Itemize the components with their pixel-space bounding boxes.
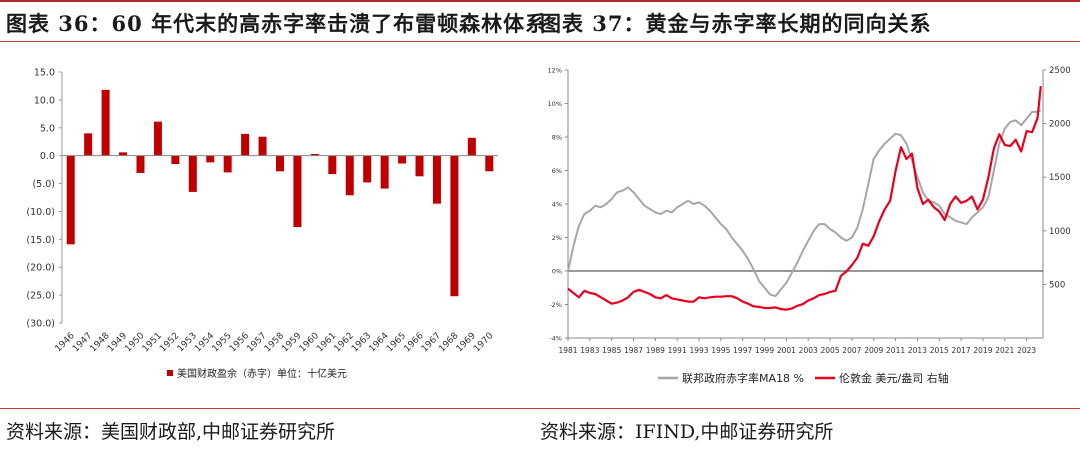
y-tick-label: (20.0) bbox=[26, 263, 55, 274]
bar bbox=[363, 155, 372, 183]
left-tick-label: 4% bbox=[552, 201, 562, 209]
bar-chart: 15.0 10.0 5.0 0.0 (5.0) (10.0) (15.0) (20.0) (25… bbox=[26, 68, 498, 380]
y-tick-label: (15.0) bbox=[26, 235, 55, 246]
x-tick-label: 2015 bbox=[930, 346, 949, 355]
x-tick-label: 1989 bbox=[646, 346, 665, 355]
bar bbox=[328, 155, 337, 175]
top-rule bbox=[0, 0, 1080, 2]
x-tick-label: 2019 bbox=[973, 346, 992, 355]
bar bbox=[380, 155, 389, 189]
left-tick-label: -4% bbox=[549, 335, 562, 343]
y-tick-label: 10.0 bbox=[34, 95, 55, 106]
x-tick-label: 2021 bbox=[995, 346, 1014, 355]
bar bbox=[241, 133, 250, 156]
bar bbox=[84, 133, 93, 156]
x-tick-label: 2003 bbox=[799, 346, 818, 355]
right-tick-label: 1000 bbox=[1049, 227, 1071, 237]
left-tick-label: 2% bbox=[552, 234, 562, 242]
left-tick-label: 12% bbox=[548, 67, 562, 75]
x-tick-label: 1995 bbox=[711, 346, 730, 355]
bar bbox=[415, 155, 424, 177]
x-tick-label: 2017 bbox=[952, 346, 971, 355]
legend-swatch bbox=[167, 370, 173, 376]
bar bbox=[188, 155, 197, 192]
legend-label-deficit: 联邦政府赤字率MA18 % bbox=[682, 371, 804, 385]
x-tick-label: 2005 bbox=[821, 346, 840, 355]
bar bbox=[467, 137, 476, 156]
left-tick-label: 6% bbox=[552, 167, 562, 175]
gold-price-line bbox=[567, 85, 1042, 311]
x-tick-label: 1999 bbox=[755, 346, 774, 355]
x-tick-label: 2001 bbox=[777, 346, 796, 355]
bar bbox=[66, 155, 75, 245]
x-tick-label: 2013 bbox=[908, 346, 927, 355]
x-tick-label: 2009 bbox=[864, 346, 883, 355]
y-tick-label: (5.0) bbox=[32, 179, 55, 190]
y-tick-label: (10.0) bbox=[26, 207, 55, 218]
y-tick-label: 5.0 bbox=[40, 123, 55, 134]
bar bbox=[153, 121, 162, 156]
x-tick-label: 1993 bbox=[689, 346, 708, 355]
x-tick-label: 1981 bbox=[558, 346, 577, 355]
bottom-rule bbox=[0, 408, 1080, 409]
y-tick-label: 0.0 bbox=[40, 151, 55, 162]
right-tick-label: 500 bbox=[1049, 280, 1065, 290]
bar bbox=[171, 155, 180, 165]
bar bbox=[310, 153, 319, 156]
bar bbox=[223, 155, 232, 173]
left-source-note: 资料来源：美国财政部,中邮证券研究所 bbox=[6, 421, 336, 443]
bar bbox=[485, 155, 494, 172]
bar bbox=[432, 155, 441, 204]
bar bbox=[136, 155, 145, 173]
right-figure-title: 图表 37：黄金与赤字率长期的同向关系 bbox=[540, 11, 932, 36]
bar bbox=[398, 155, 407, 164]
y-tick-label: (25.0) bbox=[26, 291, 55, 302]
bar bbox=[276, 155, 284, 172]
right-tick-label: 2000 bbox=[1049, 120, 1071, 130]
x-tick-label: 1983 bbox=[580, 346, 599, 355]
y-tick-label: (30.0) bbox=[26, 319, 55, 330]
legend-label-gold: 伦敦金 美元/盎司 右轴 bbox=[839, 371, 949, 385]
bar bbox=[206, 155, 215, 163]
right-tick-label: 1500 bbox=[1049, 173, 1071, 183]
legend-label: 美国财政盈余（赤字）单位：十亿美元 bbox=[177, 367, 347, 380]
left-tick-label: -2% bbox=[549, 301, 562, 309]
x-tick-label: 1997 bbox=[733, 346, 752, 355]
x-tick-label: 2023 bbox=[1017, 346, 1036, 355]
bar bbox=[450, 155, 459, 297]
x-tick-label: 2011 bbox=[886, 346, 905, 355]
x-tick-label: 1970 bbox=[472, 331, 495, 354]
bar bbox=[293, 155, 302, 228]
right-source-note: 资料来源：IFIND,中邮证券研究所 bbox=[540, 421, 834, 443]
x-tick-label: 1985 bbox=[602, 346, 621, 355]
left-tick-label: 0% bbox=[552, 268, 562, 276]
bar bbox=[345, 155, 354, 196]
right-tick-label: 2500 bbox=[1049, 66, 1071, 76]
title-rule bbox=[0, 41, 1080, 42]
deficit-ratio-line bbox=[567, 109, 1042, 298]
left-tick-label: 10% bbox=[548, 100, 562, 108]
x-tick-label: 1987 bbox=[624, 346, 643, 355]
line-chart: 12% 10% 8% 6% 4% 2% 0% -2% -4% 2500 2000 1500 1000 50… bbox=[548, 66, 1071, 385]
left-tick-label: 8% bbox=[552, 134, 562, 142]
y-tick-label: 15.0 bbox=[34, 68, 55, 79]
left-figure-title: 图表 36：60 年代末的高赤字率击溃了布雷顿森林体系 bbox=[6, 11, 548, 36]
x-tick-label: 1991 bbox=[668, 346, 687, 355]
bar bbox=[258, 136, 267, 156]
bar bbox=[119, 152, 128, 156]
bar bbox=[101, 89, 110, 156]
x-tick-label: 2007 bbox=[842, 346, 861, 355]
